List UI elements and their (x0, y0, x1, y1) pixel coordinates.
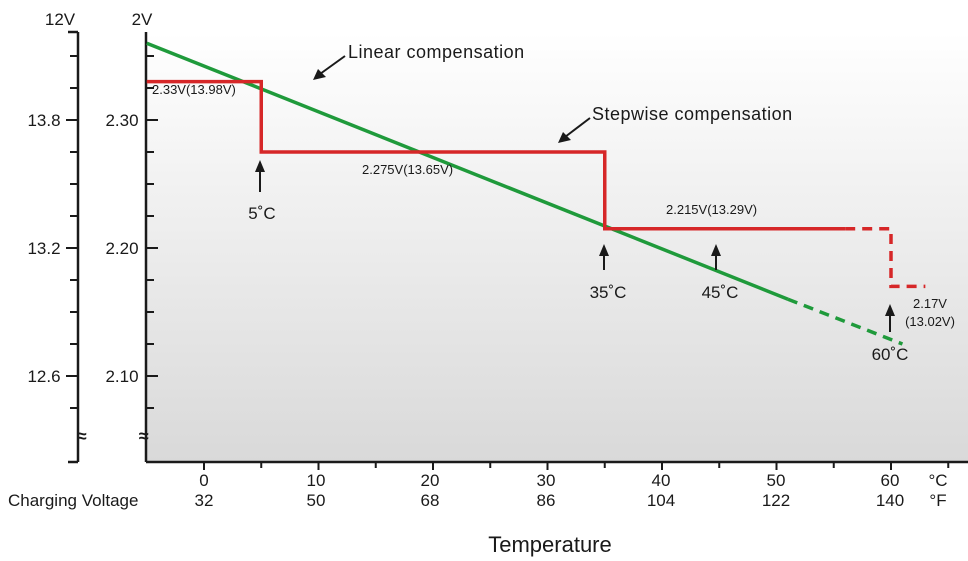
ytick-2v-2.30: 2.30 (105, 111, 138, 130)
xtick-c-60: 60 (881, 471, 900, 490)
x-ticks (203, 462, 950, 470)
arrow-linear-head (313, 69, 326, 80)
callout-arrows (255, 55, 895, 332)
xtick-c-40: 40 (652, 471, 671, 490)
unit-12v: 12V (45, 10, 76, 29)
label-v1: 2.33V(13.98V) (152, 82, 236, 97)
ytick-2v-2.20: 2.20 (105, 239, 138, 258)
xtick-f-122: 122 (762, 491, 790, 510)
label-stepwise: Stepwise compensation (592, 104, 793, 124)
plot-background (146, 32, 968, 462)
series-stepwise-extension (845, 227, 926, 289)
label-t45: 45˚C (702, 283, 739, 302)
ytick-2v-2.10: 2.10 (105, 367, 138, 386)
xtick-c-10: 10 (307, 471, 326, 490)
label-v2: 2.275V(13.65V) (362, 162, 453, 177)
label-t5: 5˚C (248, 204, 275, 223)
series-stepwise-line (146, 79, 846, 231)
xtick-c-50: 50 (767, 471, 786, 490)
x-unit-c: °C (928, 471, 947, 490)
ytick-12v-13.2: 13.2 (27, 239, 60, 258)
axis-break-12v: ≈ (77, 426, 87, 446)
ytick-12v-13.8: 13.8 (27, 111, 60, 130)
series-linear-extension (787, 297, 904, 346)
label-v3: 2.215V(13.29V) (666, 202, 757, 217)
axis-break-2v: ≈ (139, 426, 149, 446)
label-t60: 60˚C (872, 345, 909, 364)
series-layer (146, 41, 926, 346)
y-ticks (66, 55, 158, 409)
xtick-f-32: 32 (195, 491, 214, 510)
xtick-f-68: 68 (421, 491, 440, 510)
x-axis-title: Temperature (488, 532, 612, 557)
label-linear: Linear compensation (348, 42, 525, 62)
xtick-f-86: 86 (537, 491, 556, 510)
label-v4a: 2.17V (913, 296, 947, 311)
unit-2v: 2V (132, 10, 153, 29)
arrow-5c-head (255, 160, 265, 172)
y-axis-title: Charging Voltage (8, 491, 138, 510)
xtick-f-104: 104 (647, 491, 675, 510)
label-t35: 35˚C (590, 283, 627, 302)
arrow-stepwise-head (558, 132, 571, 143)
ytick-12v-12.6: 12.6 (27, 367, 60, 386)
arrow-60c-head (885, 304, 895, 316)
xtick-f-140: 140 (876, 491, 904, 510)
xtick-c-20: 20 (421, 471, 440, 490)
series-linear-line (146, 41, 789, 301)
arrow-35c-head (599, 244, 609, 256)
xtick-c-30: 30 (537, 471, 556, 490)
arrow-stepwise-line (564, 117, 591, 138)
xtick-c-0: 0 (199, 471, 208, 490)
arrow-45c-head (711, 244, 721, 256)
x-unit-f: °F (929, 491, 946, 510)
xtick-f-50: 50 (307, 491, 326, 510)
label-v4b: (13.02V) (905, 314, 955, 329)
arrow-linear-line (319, 55, 346, 75)
